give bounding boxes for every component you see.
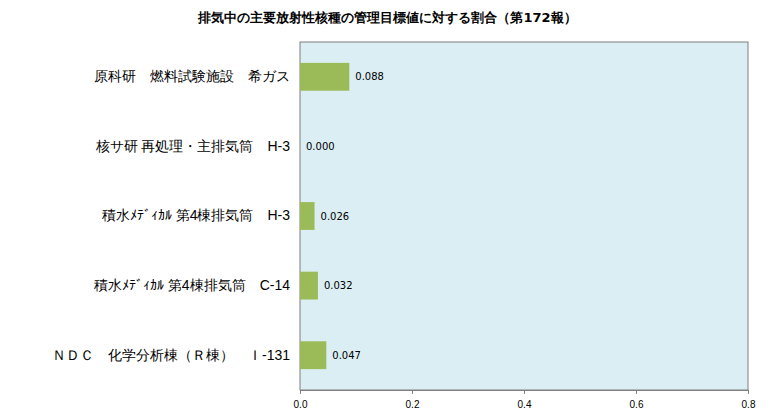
y-tick-label: 積水ﾒﾃﾞｨｶﾙ 第4棟排気筒 C-14 [94, 277, 290, 293]
bar [300, 202, 315, 230]
plot-background [300, 42, 748, 390]
y-tick-label: 核サ研 再処理・主排気筒 H-3 [95, 138, 291, 154]
bar [300, 341, 326, 369]
x-tick: 0.6 [630, 390, 644, 410]
y-tick: 原科研 燃料試験施設 希ガス [94, 68, 300, 84]
y-tick: 積水ﾒﾃﾞｨｶﾙ 第4棟排気筒 H-3 [102, 207, 300, 223]
bar [300, 132, 301, 160]
chart: 排気中の主要放射性核種の管理目標値に対する割合（第172報）0.00.20.40… [0, 0, 775, 419]
x-tick-mark [300, 390, 301, 394]
data-label: 0.088 [355, 71, 384, 82]
data-label: 0.047 [332, 350, 361, 361]
title: 排気中の主要放射性核種の管理目標値に対する割合（第172報） [197, 10, 576, 25]
y-tick: 積水ﾒﾃﾞｨｶﾙ 第4棟排気筒 C-14 [94, 277, 300, 293]
x-tick: 0.0 [294, 390, 308, 410]
data-labels: 0.088 0.000 0.026 0.032 0.047 [306, 71, 384, 360]
y-tick-label: ＮＤＣ 化学分析棟（Ｒ棟） Ｉ-131 [52, 347, 290, 363]
data-label: 0.000 [306, 141, 335, 152]
x-tick: 0.2 [406, 390, 420, 410]
x-tick-mark [748, 390, 749, 394]
y-tick: 核サ研 再処理・主排気筒 H-3 [95, 138, 300, 154]
bar [300, 63, 349, 91]
y-axis: 原科研 燃料試験施設 希ガス核サ研 再処理・主排気筒 H-3 積水ﾒﾃﾞｨｶﾙ 第… [52, 68, 300, 362]
data-label: 0.032 [324, 280, 353, 291]
bars [300, 63, 349, 369]
x-axis: 0.0 0.2 0.4 0.6 0.8 [294, 390, 756, 410]
y-tick-label: 原科研 燃料試験施設 希ガス [94, 68, 290, 84]
y-tick: ＮＤＣ 化学分析棟（Ｒ棟） Ｉ-131 [52, 347, 300, 363]
plot: 0.0 0.2 0.4 0.6 0.8 原科研 燃料試験施設 希ガス核サ研 再処理・主排気… [52, 42, 756, 410]
x-tick-mark [524, 390, 525, 394]
x-axis-line [301, 391, 749, 395]
x-tick-label: 0.8 [742, 399, 756, 410]
bar [300, 272, 318, 300]
x-tick-label: 0.0 [294, 399, 308, 410]
x-tick-label: 0.4 [518, 399, 532, 410]
x-tick: 0.4 [518, 390, 532, 410]
x-tick-mark [636, 390, 637, 394]
x-tick-label: 0.2 [406, 399, 420, 410]
data-label: 0.026 [321, 211, 350, 222]
x-tick-mark [412, 390, 413, 394]
x-tick: 0.8 [742, 390, 756, 410]
x-tick-label: 0.6 [630, 399, 644, 410]
y-tick-label: 積水ﾒﾃﾞｨｶﾙ 第4棟排気筒 H-3 [102, 207, 290, 223]
